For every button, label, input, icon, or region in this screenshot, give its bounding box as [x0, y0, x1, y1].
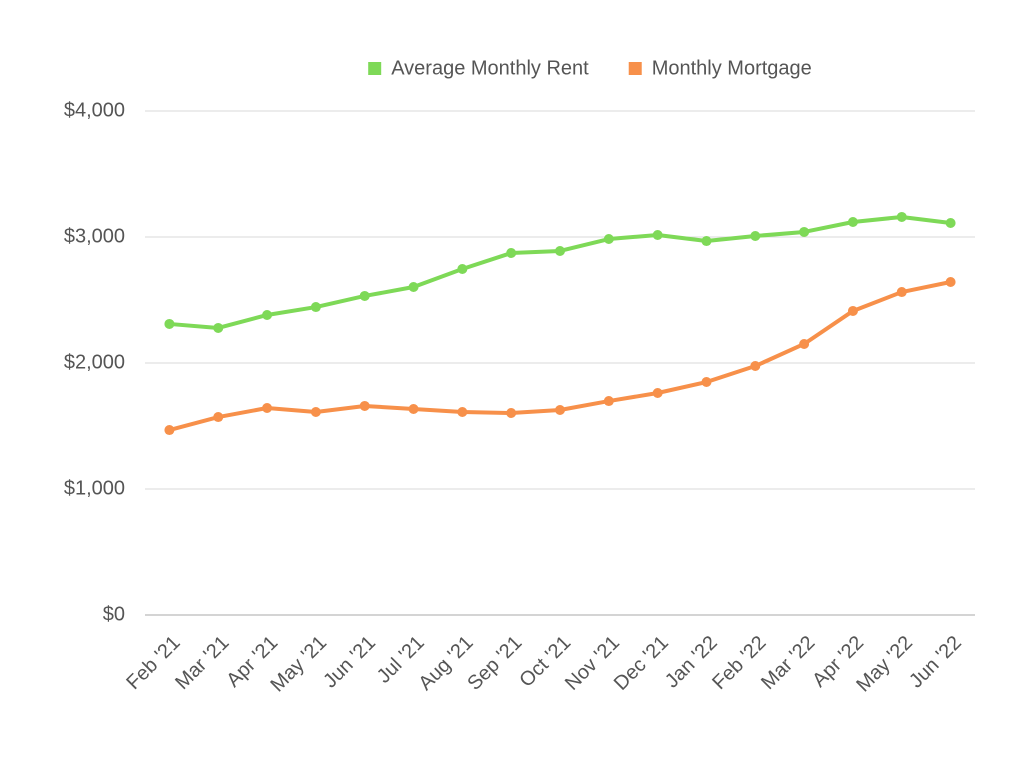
point	[359, 290, 370, 301]
point	[262, 402, 273, 413]
point	[164, 318, 175, 329]
x-tick-label: Feb '22	[708, 632, 770, 694]
point	[896, 287, 907, 298]
point	[847, 305, 858, 316]
point	[652, 387, 663, 398]
point	[652, 229, 663, 240]
x-tick-label: Feb '21	[122, 632, 184, 694]
y-tick-label: $3,000	[64, 225, 125, 247]
y-tick-label: $4,000	[64, 99, 125, 121]
point	[945, 218, 956, 229]
x-tick-label: Jun '21	[319, 632, 380, 693]
point	[506, 248, 517, 259]
point	[603, 234, 614, 245]
point	[164, 425, 175, 436]
point	[310, 302, 321, 313]
legend-label: Monthly Mortgage	[652, 57, 812, 79]
point	[847, 217, 858, 228]
point	[213, 322, 224, 333]
x-tick-label: Mar '21	[171, 632, 233, 694]
y-tick-label: $2,000	[64, 351, 125, 373]
point	[945, 276, 956, 287]
x-tick-label: Dec '21	[610, 632, 673, 695]
point	[701, 377, 712, 388]
point	[555, 404, 565, 415]
point	[457, 264, 468, 275]
point	[799, 226, 810, 237]
point	[750, 361, 761, 372]
point	[310, 407, 321, 418]
series-line	[169, 214, 951, 330]
point	[457, 407, 468, 418]
point	[555, 245, 565, 256]
point	[408, 403, 419, 414]
point	[359, 400, 370, 411]
point	[701, 236, 712, 247]
y-tick-label: $1,000	[64, 477, 125, 499]
x-tick-label: Jun '22	[905, 632, 966, 693]
y-tick-label: $0	[103, 603, 125, 625]
point	[603, 396, 614, 407]
x-tick-label: Mar '22	[757, 632, 819, 694]
point	[750, 230, 761, 241]
point	[896, 211, 907, 222]
point	[506, 408, 517, 419]
point	[408, 282, 419, 293]
legend-swatch	[628, 62, 642, 75]
x-tick-label: Sep '21	[463, 632, 526, 695]
legend-swatch	[368, 62, 382, 75]
point	[262, 309, 273, 320]
legend-label: Average Monthly Rent	[391, 57, 589, 79]
point	[213, 412, 224, 423]
point	[799, 338, 810, 349]
